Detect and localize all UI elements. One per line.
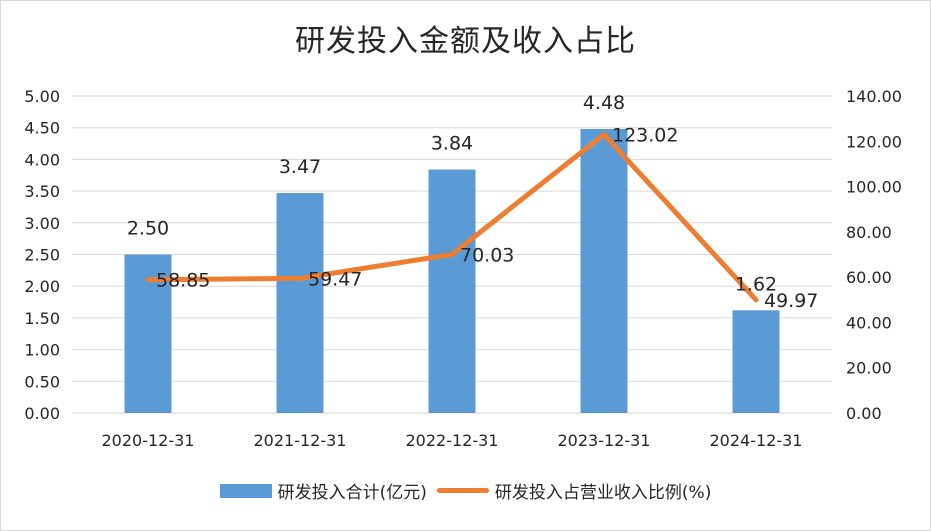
legend-item-line: 研发投入占营业收入比例(%): [436, 478, 712, 503]
y-right-tick-label: 100.00: [846, 178, 902, 197]
y-left-tick-label: 4.00: [24, 150, 60, 169]
line-data-label: 70.03: [460, 244, 514, 266]
line-series: [145, 131, 759, 303]
y-right-tick-label: 120.00: [846, 132, 902, 151]
y-right-tick-label: 0.00: [846, 404, 882, 423]
y-right-tick-label: 40.00: [846, 313, 892, 332]
y-right-tick-label: 60.00: [846, 268, 892, 287]
x-tick-label: 2024-12-31: [710, 431, 803, 450]
line-data-label: 123.02: [612, 124, 678, 146]
line-data-label: 58.85: [156, 270, 210, 292]
legend: 研发投入合计(亿元) 研发投入占营业收入比例(%): [0, 478, 931, 503]
y-left-tick-label: 1.50: [24, 309, 60, 328]
legend-label-bar: 研发投入合计(亿元): [277, 483, 427, 503]
x-tick-label: 2022-12-31: [406, 431, 499, 450]
y-left-tick-label: 5.00: [24, 87, 60, 106]
bar-data-label: 3.84: [431, 133, 473, 155]
x-tick-label: 2021-12-31: [254, 431, 347, 450]
y-right-tick-label: 80.00: [846, 223, 892, 242]
x-tick-label: 2023-12-31: [558, 431, 651, 450]
y-left-tick-label: 3.00: [24, 214, 60, 233]
legend-item-bar: 研发投入合计(亿元): [219, 478, 427, 503]
y-left-tick-label: 4.50: [24, 119, 60, 138]
chart-title: 研发投入金额及收入占比: [295, 24, 636, 59]
y-left-tick-label: 2.50: [24, 246, 60, 265]
x-tick-label: 2020-12-31: [102, 431, 195, 450]
y-left-tick-label: 1.00: [24, 341, 60, 360]
y-right-tick-label: 140.00: [846, 87, 902, 106]
y-left-tick-label: 0.50: [24, 372, 60, 391]
bar-data-label: 1.62: [735, 273, 777, 295]
bar-data-label: 3.47: [279, 156, 321, 178]
bar: [580, 128, 628, 413]
bar: [428, 169, 476, 413]
y-left-tick-label: 0.00: [24, 404, 60, 423]
y-left-tick-label: 3.50: [24, 182, 60, 201]
legend-swatch-bar: [219, 483, 272, 498]
y-left-tick-label: 2.00: [24, 277, 60, 296]
line-data-label: 49.97: [764, 290, 818, 312]
bar-data-label: 2.50: [127, 218, 169, 240]
line-data-label: 59.47: [308, 268, 362, 290]
bar: [732, 310, 780, 413]
bar: [276, 193, 324, 413]
bar-data-label: 4.48: [583, 92, 625, 114]
legend-swatch-line: [436, 488, 489, 493]
legend-label-line: 研发投入占营业收入比例(%): [494, 483, 712, 503]
y-right-tick-label: 20.00: [846, 359, 892, 378]
